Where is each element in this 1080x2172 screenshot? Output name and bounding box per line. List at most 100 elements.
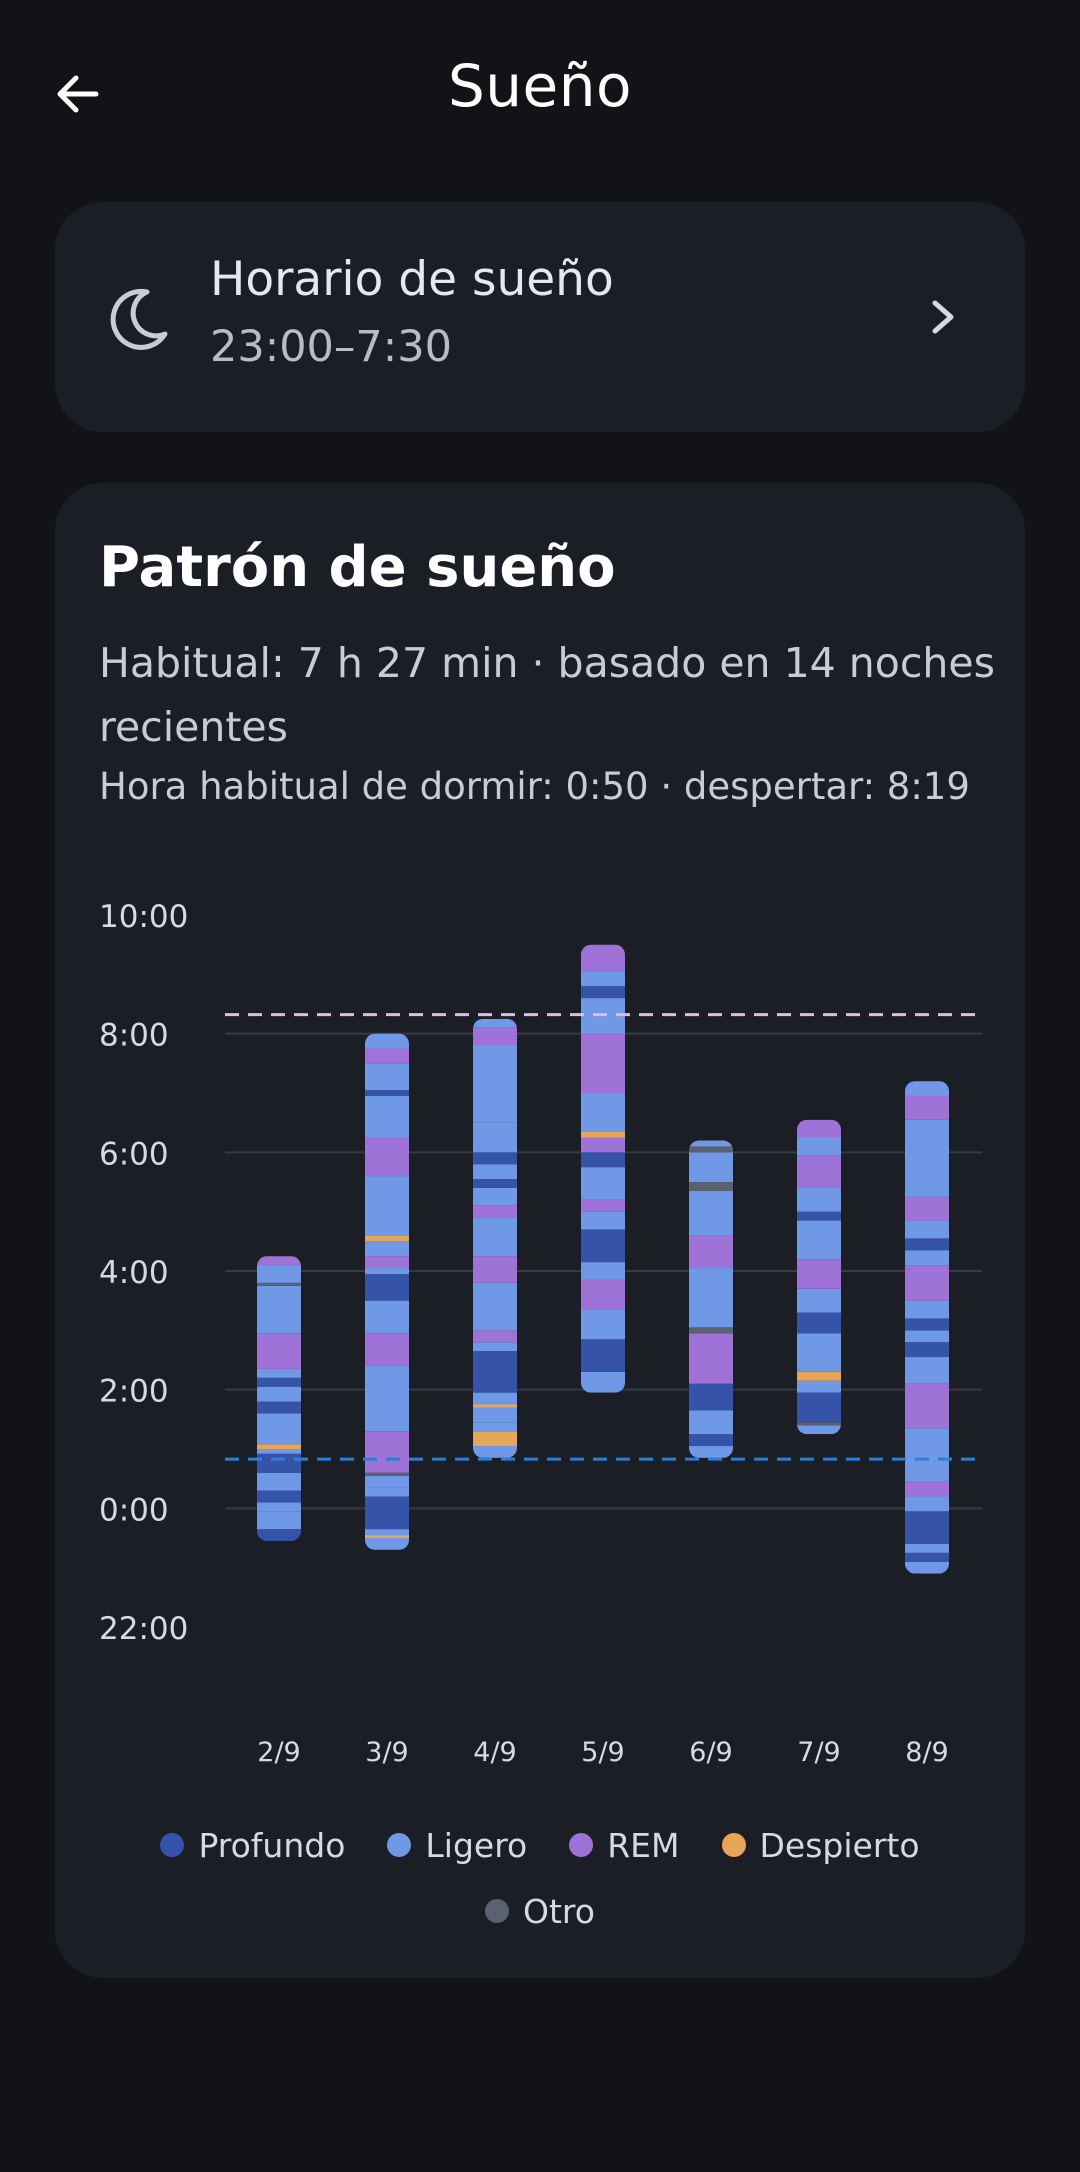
chevron-right-icon bbox=[932, 300, 954, 334]
sleep-segment-ligero bbox=[473, 1446, 517, 1458]
sleep-segment-ligero bbox=[905, 1330, 949, 1343]
sleep-segment-profundo bbox=[473, 1152, 517, 1165]
sleep-segment-rem bbox=[905, 1095, 949, 1120]
sleep-segment-rem bbox=[365, 1333, 409, 1366]
sleep-segment-ligero bbox=[257, 1285, 301, 1334]
legend-dot bbox=[160, 1833, 185, 1857]
sleep-segment-ligero bbox=[257, 1368, 301, 1378]
sleep-segment-otro bbox=[797, 1422, 841, 1426]
sleep-segment-ligero bbox=[905, 1357, 949, 1384]
sleep-segment-despierto bbox=[257, 1444, 301, 1449]
sleep-segment-ligero bbox=[689, 1268, 733, 1328]
legend-item-profundo: Profundo bbox=[160, 1823, 345, 1867]
chart-legend: Profundo Ligero REM Despierto Otro bbox=[55, 1823, 1025, 1955]
sleep-bar-5/9 bbox=[581, 944, 625, 1393]
sleep-segment-profundo bbox=[797, 1392, 841, 1423]
sleep-segment-rem bbox=[473, 1027, 517, 1046]
sleep-segment-ligero bbox=[905, 1561, 949, 1574]
sleep-segment-ligero bbox=[797, 1380, 841, 1393]
sleep-segment-rem bbox=[797, 1259, 841, 1289]
legend-item-otro: Otro bbox=[485, 1889, 595, 1933]
sleep-segment-ligero bbox=[905, 1119, 949, 1197]
sleep-bar-7/9 bbox=[797, 1119, 841, 1435]
legend-label: Despierto bbox=[759, 1825, 920, 1865]
x-tick-label: 5/9 bbox=[581, 1737, 624, 1768]
legend-dot bbox=[721, 1833, 746, 1857]
y-tick-label: 22:00 bbox=[99, 1611, 188, 1647]
sleep-segment-ligero bbox=[689, 1446, 733, 1458]
sleep-segment-ligero bbox=[365, 1529, 409, 1536]
sleep-segment-ligero bbox=[365, 1268, 409, 1274]
arrow-left-icon bbox=[57, 75, 99, 113]
schedule-title: Horario de sueño bbox=[210, 252, 614, 307]
sleep-segment-rem bbox=[581, 1279, 625, 1310]
sleep-segment-ligero bbox=[365, 1176, 409, 1236]
sleep-segment-profundo bbox=[257, 1401, 301, 1414]
sleep-bar-6/9 bbox=[689, 1140, 733, 1458]
sleep-segment-profundo bbox=[473, 1179, 517, 1188]
sleep-segment-ligero bbox=[365, 1095, 409, 1138]
page-title: Sueño bbox=[447, 52, 632, 120]
schedule-time: 23:00–7:30 bbox=[210, 322, 452, 372]
sleep-segment-ligero bbox=[581, 1211, 625, 1230]
sleep-bar-2/9 bbox=[257, 1256, 301, 1541]
legend-label: Otro bbox=[523, 1891, 595, 1931]
sleep-segment-ligero bbox=[473, 1018, 517, 1028]
back-button[interactable] bbox=[44, 60, 112, 128]
sleep-segment-ligero bbox=[905, 1250, 949, 1266]
moon-icon bbox=[110, 288, 168, 350]
sleep-segment-profundo bbox=[581, 1229, 625, 1263]
legend-row: Otro bbox=[55, 1889, 1025, 1933]
sleep-segment-ligero bbox=[905, 1543, 949, 1553]
sleep-segment-ligero bbox=[365, 1300, 409, 1334]
sleep-segment-rem bbox=[797, 1155, 841, 1188]
x-tick-label: 8/9 bbox=[905, 1737, 948, 1768]
sleep-segment-ligero bbox=[581, 971, 625, 987]
pattern-summary: Habitual: 7 h 27 min · basado en 14 noch… bbox=[99, 639, 995, 751]
sleep-segment-profundo bbox=[365, 1090, 409, 1096]
sleep-segment-otro bbox=[257, 1282, 301, 1286]
sleep-segment-ligero bbox=[905, 1428, 949, 1482]
sleep-segment-rem bbox=[581, 944, 625, 972]
x-tick-label: 3/9 bbox=[365, 1737, 408, 1768]
sleep-segment-ligero bbox=[473, 1392, 517, 1405]
sleep-segment-ligero bbox=[473, 1045, 517, 1123]
sleep-segment-otro bbox=[689, 1146, 733, 1153]
x-tick-label: 6/9 bbox=[689, 1737, 732, 1768]
sleep-schedule-card[interactable]: Horario de sueño 23:00–7:30 bbox=[55, 202, 1025, 432]
sleep-segment-profundo bbox=[905, 1511, 949, 1544]
sleep-bar-3/9 bbox=[365, 1033, 409, 1550]
sleep-segment-ligero bbox=[797, 1187, 841, 1212]
sleep-segment-profundo bbox=[689, 1434, 733, 1447]
sleep-segment-otro bbox=[689, 1182, 733, 1191]
legend-dot bbox=[485, 1899, 510, 1923]
x-tick-label: 2/9 bbox=[257, 1737, 300, 1768]
sleep-segment-ligero bbox=[905, 1081, 949, 1096]
sleep-segment-ligero bbox=[689, 1152, 733, 1182]
legend-dot bbox=[569, 1833, 594, 1857]
sleep-segment-rem bbox=[473, 1256, 517, 1283]
sleep-segment-ligero bbox=[473, 1422, 517, 1432]
sleep-segment-rem bbox=[473, 1330, 517, 1343]
sleep-segment-ligero bbox=[365, 1063, 409, 1091]
sleep-segment-rem bbox=[365, 1256, 409, 1269]
sleep-segment-ligero bbox=[473, 1164, 517, 1180]
sleep-segment-profundo bbox=[257, 1529, 301, 1541]
sleep-bar-4/9 bbox=[473, 1018, 517, 1458]
sleep-segment-rem bbox=[905, 1481, 949, 1497]
sleep-segment-profundo bbox=[905, 1318, 949, 1331]
sleep-segment-despierto bbox=[797, 1371, 841, 1381]
sleep-segment-profundo bbox=[581, 1339, 625, 1372]
sleep-segment-profundo bbox=[257, 1453, 301, 1473]
sleep-segment-profundo bbox=[473, 1351, 517, 1393]
sleep-segment-ligero bbox=[365, 1538, 409, 1550]
sleep-pattern-chart: 10:00 8:00 6:00 4:00 2:00 0:00 22:00 2/9 3/9 4/9 5… bbox=[99, 899, 982, 1768]
sleep-segment-ligero bbox=[689, 1140, 733, 1147]
sleep-segment-ligero bbox=[365, 1365, 409, 1432]
sleep-segment-ligero bbox=[257, 1472, 301, 1491]
sleep-segment-profundo bbox=[797, 1312, 841, 1334]
sleep-segment-profundo bbox=[581, 986, 625, 999]
sleep-segment-otro bbox=[365, 1472, 409, 1476]
sleep-segment-despierto bbox=[581, 1131, 625, 1138]
legend-dot bbox=[387, 1833, 412, 1857]
